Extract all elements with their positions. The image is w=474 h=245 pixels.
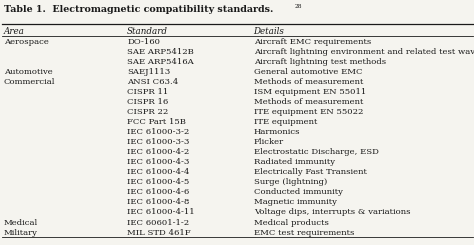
Text: Electrically Fast Transient: Electrically Fast Transient <box>254 168 366 176</box>
Text: Aerospace: Aerospace <box>4 38 49 46</box>
Text: SAE ARP5412B: SAE ARP5412B <box>127 48 194 56</box>
Text: Radiated immunity: Radiated immunity <box>254 158 335 166</box>
Text: IEC 61000-4-4: IEC 61000-4-4 <box>127 168 190 176</box>
Text: Details: Details <box>254 27 284 37</box>
Text: FCC Part 15B: FCC Part 15B <box>127 118 186 126</box>
Text: 28: 28 <box>295 4 302 9</box>
Text: IEC 61000-4-5: IEC 61000-4-5 <box>127 178 189 186</box>
Text: Medical products: Medical products <box>254 219 328 227</box>
Text: Conducted immunity: Conducted immunity <box>254 188 342 196</box>
Text: Military: Military <box>4 229 37 237</box>
Text: IEC 61000-4-8: IEC 61000-4-8 <box>127 198 190 207</box>
Text: ISM equipment EN 55011: ISM equipment EN 55011 <box>254 88 366 96</box>
Text: DO-160: DO-160 <box>127 38 160 46</box>
Text: ITE equipment: ITE equipment <box>254 118 317 126</box>
Text: ITE equipment EN 55022: ITE equipment EN 55022 <box>254 108 363 116</box>
Text: IEC 61000-4-2: IEC 61000-4-2 <box>127 148 189 156</box>
Text: Flicker: Flicker <box>254 138 284 146</box>
Text: IEC 61000-4-6: IEC 61000-4-6 <box>127 188 189 196</box>
Text: Area: Area <box>4 27 25 37</box>
Text: Magnetic immunity: Magnetic immunity <box>254 198 337 207</box>
Text: IEC 61000-4-3: IEC 61000-4-3 <box>127 158 190 166</box>
Text: Commercial: Commercial <box>4 78 55 86</box>
Text: General automotive EMC: General automotive EMC <box>254 68 362 76</box>
Text: CISPR 11: CISPR 11 <box>127 88 168 96</box>
Text: Surge (lightning): Surge (lightning) <box>254 178 327 186</box>
Text: Standard: Standard <box>127 27 168 37</box>
Text: IEC 61000-3-2: IEC 61000-3-2 <box>127 128 189 136</box>
Text: IEC 60601-1-2: IEC 60601-1-2 <box>127 219 189 227</box>
Text: IEC 61000-4-11: IEC 61000-4-11 <box>127 208 195 217</box>
Text: Aircraft lightning environment and related test waveforms: Aircraft lightning environment and relat… <box>254 48 474 56</box>
Text: Aircraft EMC requirements: Aircraft EMC requirements <box>254 38 371 46</box>
Text: EMC test requirements: EMC test requirements <box>254 229 354 237</box>
Text: Electrostatic Discharge, ESD: Electrostatic Discharge, ESD <box>254 148 378 156</box>
Text: Table 1.  Electromagnetic compatibility standards.: Table 1. Electromagnetic compatibility s… <box>4 5 273 14</box>
Text: Automotive: Automotive <box>4 68 53 76</box>
Text: MIL STD 461F: MIL STD 461F <box>127 229 191 237</box>
Text: Aircraft lightning test methods: Aircraft lightning test methods <box>254 58 386 66</box>
Text: Methods of measurement: Methods of measurement <box>254 78 363 86</box>
Text: ANSI C63.4: ANSI C63.4 <box>127 78 178 86</box>
Text: CISPR 16: CISPR 16 <box>127 98 168 106</box>
Text: CISPR 22: CISPR 22 <box>127 108 168 116</box>
Text: SAE ARP5416A: SAE ARP5416A <box>127 58 194 66</box>
Text: Medical: Medical <box>4 219 38 227</box>
Text: IEC 61000-3-3: IEC 61000-3-3 <box>127 138 190 146</box>
Text: Harmonics: Harmonics <box>254 128 300 136</box>
Text: Methods of measurement: Methods of measurement <box>254 98 363 106</box>
Text: Voltage dips, interrupts & variations: Voltage dips, interrupts & variations <box>254 208 410 217</box>
Text: SAEJ1113: SAEJ1113 <box>127 68 170 76</box>
